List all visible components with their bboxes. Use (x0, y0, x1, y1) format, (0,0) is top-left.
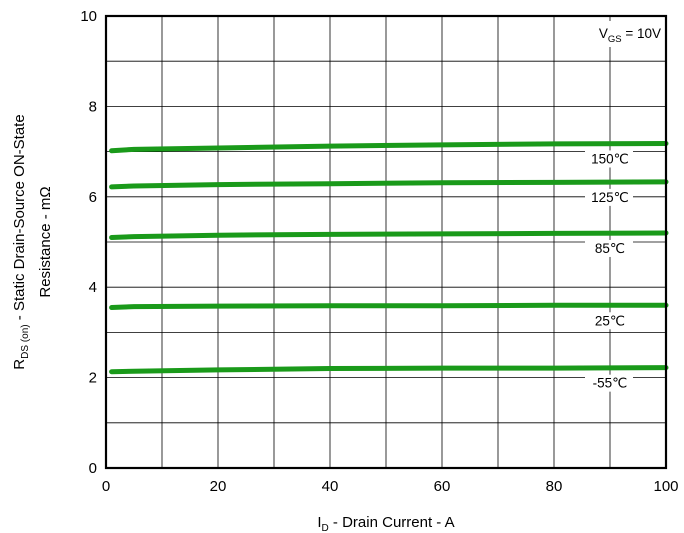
series-line (109, 179, 669, 190)
y-tick-label: 2 (89, 370, 97, 387)
x-tick-labels: 0 20 40 60 80 100 (102, 478, 679, 495)
series-layer (109, 140, 669, 375)
y-tick-label: 10 (80, 8, 97, 25)
x-tick-label: 0 (102, 478, 110, 495)
series-label-background (585, 188, 633, 206)
y-tick-label: 6 (89, 189, 97, 206)
series-label: 25℃ (595, 313, 625, 328)
series-label: -55℃ (593, 376, 628, 391)
x-tick-label: 80 (546, 478, 563, 495)
series-line (109, 302, 669, 311)
series-line (109, 230, 669, 240)
vgs-annotation: VGS = 10V (582, 21, 664, 47)
series-label-background (585, 374, 633, 392)
x-axis-title: ID - Drain Current - A (317, 514, 454, 533)
y-tick-labels: 0 2 4 6 8 10 (80, 8, 97, 477)
series-label: 150℃ (591, 151, 629, 166)
y-tick-label: 8 (89, 98, 97, 115)
y-axis-title: RDS (on) - Static Drain-Source ON-State … (11, 114, 54, 369)
series-label-background (585, 312, 633, 330)
y-tick-label: 4 (89, 279, 97, 296)
x-tick-label: 100 (653, 478, 678, 495)
series-label-background (585, 239, 633, 257)
series-label: 85℃ (595, 241, 625, 256)
x-tick-label: 20 (210, 478, 227, 495)
vgs-annotation-text: VGS = 10V (599, 26, 661, 45)
y-tick-label: 0 (89, 460, 97, 477)
series-line (109, 140, 669, 154)
series-labels: 150℃ 125℃ 85℃ 25℃ -55℃ (585, 150, 633, 392)
series-line (109, 365, 669, 375)
plot-frame (104, 14, 668, 470)
y-axis-title-line2: Resistance - mΩ (37, 186, 54, 297)
series-label-background (585, 150, 633, 168)
grid (106, 16, 666, 468)
series-label: 125℃ (591, 190, 629, 205)
x-tick-label: 40 (322, 478, 339, 495)
y-axis-title-line1: RDS (on) - Static Drain-Source ON-State (11, 114, 31, 369)
x-tick-label: 60 (434, 478, 451, 495)
